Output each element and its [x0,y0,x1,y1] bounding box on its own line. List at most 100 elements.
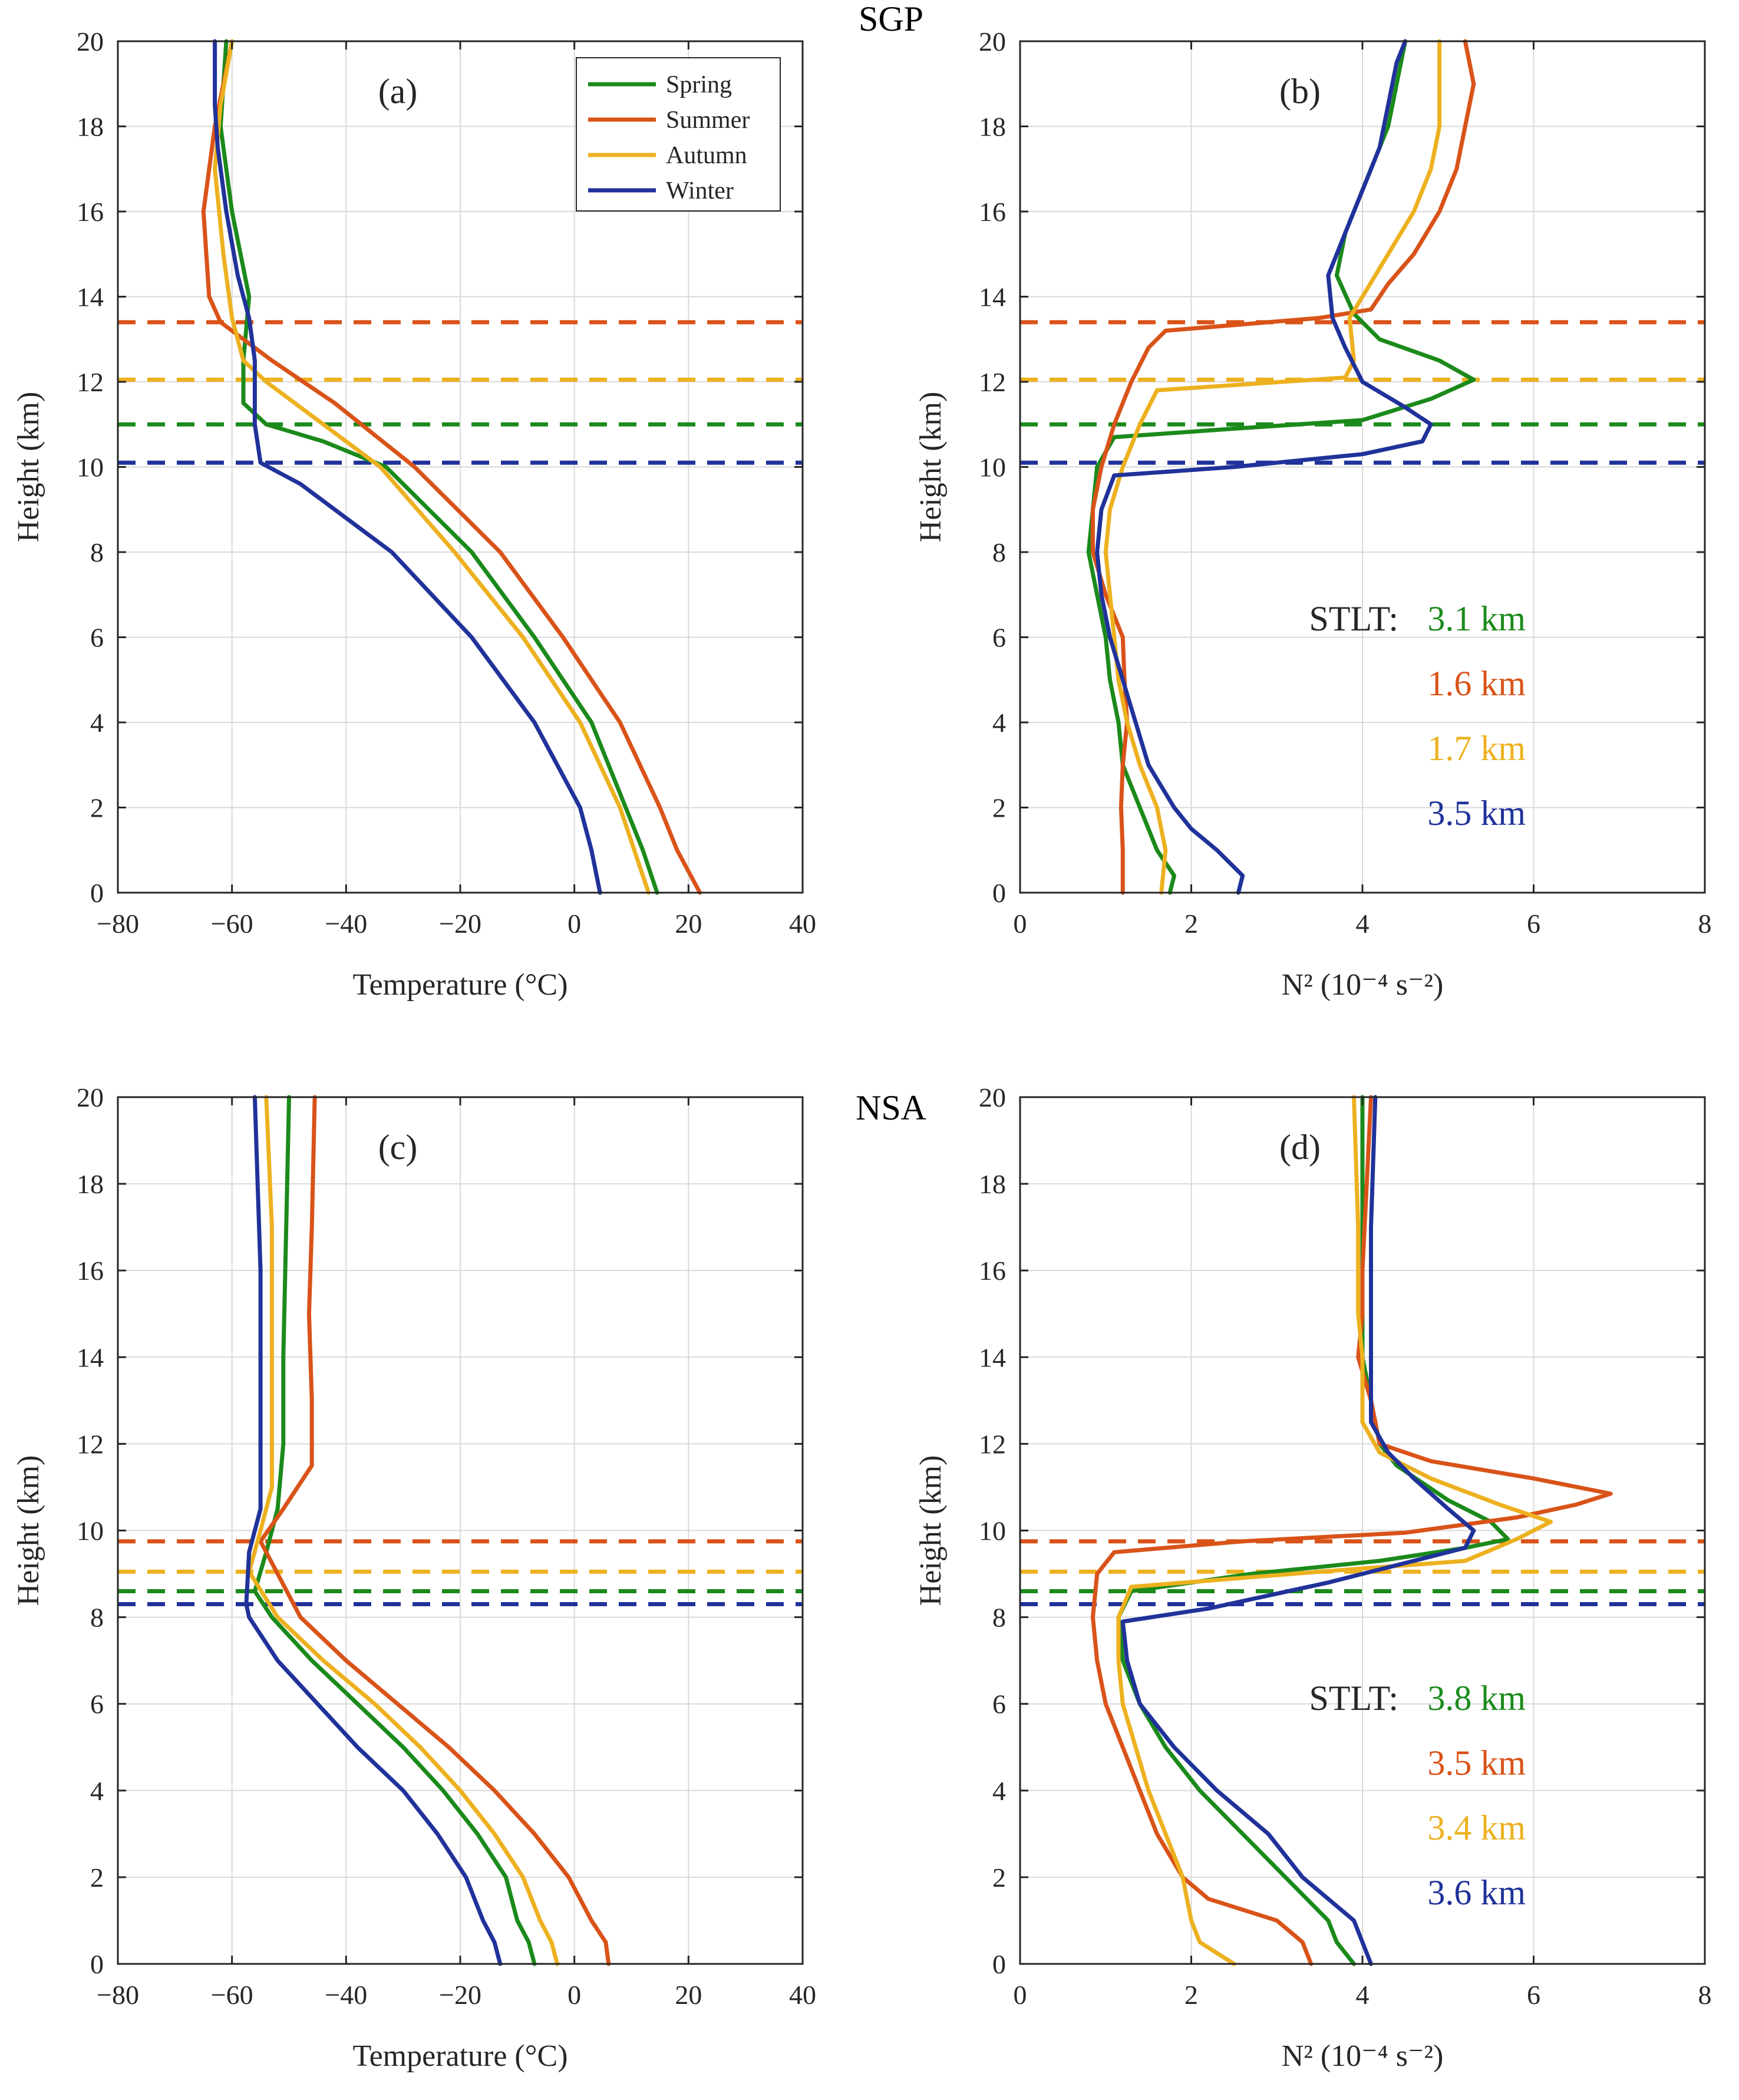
panel-a: −80 −60 −40 −20 0 20 40 0 2 4 6 8 10 12 14 16 18 20 Temper… [12,27,816,1002]
stlt-value-summer: 3.5 km [1427,1744,1526,1782]
panel-label: (c) [378,1128,418,1167]
y-tick-label: 18 [77,112,104,142]
stlt-value-autumn: 1.7 km [1427,729,1526,768]
legend-entry-autumn: Autumn [666,142,747,169]
x-tick-label: −40 [325,909,367,939]
stlt-value-spring: 3.8 km [1427,1679,1526,1718]
series-line-summer [1091,39,1476,895]
x-axis-label: Temperature (°C) [352,2039,567,2073]
y-axis-label: Height (km) [12,1455,45,1606]
y-tick-label: 8 [90,537,104,567]
panel-label: (d) [1279,1128,1321,1167]
y-axis-label: Height (km) [12,392,45,543]
series-line-autumn [213,39,651,895]
y-tick-label: 18 [979,1169,1006,1199]
stlt-label: STLT: [1309,599,1399,638]
y-tick-label: 16 [77,197,104,227]
x-tick-label: −60 [211,909,253,939]
site-label-nsa: NSA [856,1088,926,1127]
y-tick-label: 10 [979,1516,1006,1546]
x-tick-label: 20 [675,1980,702,2010]
y-tick-label: 2 [90,1863,104,1893]
x-tick-label: 0 [1014,1980,1027,2010]
stlt-value-spring: 3.1 km [1427,599,1526,638]
y-tick-label: 2 [992,1863,1006,1893]
panel-label: (b) [1279,72,1321,111]
x-tick-label: 0 [567,909,581,939]
y-tick-label: 12 [77,367,104,397]
y-tick-label: 0 [992,878,1006,908]
y-tick-label: 18 [77,1169,104,1199]
y-tick-label: 10 [979,453,1006,483]
legend: Spring Summer Autumn Winter [576,57,781,212]
series-line-autumn [247,1095,560,1966]
stlt-value-summer: 1.6 km [1427,664,1526,703]
series-line-spring [252,1095,537,1966]
x-tick-label: −20 [439,909,481,939]
y-tick-label: 20 [77,1082,104,1112]
y-tick-label: 18 [979,112,1006,142]
panel-c: −80 −60 −40 −20 0 20 40 0 2 4 6 8 10 12 14 16 18 20 Temper… [12,1082,816,2073]
x-axis-label: N² (10⁻⁴ s⁻²) [1282,968,1444,1002]
y-tick-label: 14 [77,282,104,312]
series-line-spring [218,39,659,895]
y-tick-label: 4 [90,1776,104,1806]
series-line-winter [213,39,602,895]
y-tick-label: 10 [77,1516,104,1546]
stlt-value-autumn: 3.4 km [1427,1808,1526,1847]
y-tick-label: 0 [90,878,104,908]
y-axis-label: Height (km) [914,392,948,543]
panel-label: (a) [378,72,418,111]
x-tick-label: 2 [1184,909,1198,939]
y-tick-label: 4 [992,1776,1006,1806]
y-tick-label: 4 [90,708,104,738]
x-tick-label: −80 [97,1980,139,2010]
y-tick-label: 10 [77,453,104,483]
x-axis-label: N² (10⁻⁴ s⁻²) [1282,2039,1444,2073]
y-tick-label: 12 [979,1429,1006,1459]
y-tick-label: 20 [77,27,104,57]
y-tick-label: 4 [992,708,1006,738]
series-line-summer [201,39,702,895]
y-tick-label: 0 [90,1949,104,1979]
y-tick-label: 14 [979,1342,1006,1372]
y-tick-label: 8 [90,1603,104,1633]
x-tick-label: −60 [211,1980,253,2010]
y-tick-label: 12 [77,1429,104,1459]
series-line-summer [258,1095,611,1966]
y-tick-label: 20 [979,27,1006,57]
panel-b: 0 2 4 6 8 0 2 4 6 8 10 12 14 16 18 20 N² (10⁻⁴ s⁻²) Heigh… [914,27,1712,1002]
y-tick-label: 8 [992,537,1006,567]
series-line-winter [1095,39,1433,895]
x-tick-label: 6 [1527,1980,1540,2010]
y-tick-label: 6 [992,623,1006,653]
x-axis-label: Temperature (°C) [352,968,567,1002]
y-tick-label: 16 [77,1256,104,1286]
panel-d: 0 2 4 6 8 0 2 4 6 8 10 12 14 16 18 20 N² (10⁻⁴ s⁻²) Heigh… [914,1082,1712,2073]
y-tick-label: 12 [979,367,1006,397]
x-tick-label: 0 [567,1980,581,2010]
stlt-value-winter: 3.5 km [1427,794,1526,833]
y-tick-label: 6 [90,623,104,653]
x-tick-label: 4 [1356,1980,1370,2010]
y-tick-label: 14 [979,282,1006,312]
stlt-label: STLT: [1309,1679,1399,1718]
legend-entry-spring: Spring [666,71,732,98]
x-tick-label: 2 [1184,1980,1198,2010]
y-axis-label: Height (km) [914,1455,948,1606]
x-tick-label: 40 [789,909,816,939]
series-line-winter [244,1095,503,1966]
x-tick-label: 40 [789,1980,816,2010]
y-tick-label: 20 [979,1082,1006,1112]
x-tick-label: 6 [1527,909,1540,939]
x-tick-label: 0 [1014,909,1027,939]
y-tick-label: 16 [979,197,1006,227]
legend-entry-winter: Winter [666,177,734,204]
y-tick-label: 6 [992,1689,1006,1719]
site-label-sgp: SGP [859,0,923,38]
series-line-autumn [1116,1095,1553,1966]
x-tick-label: −80 [97,909,139,939]
x-tick-label: 8 [1698,1980,1712,2010]
